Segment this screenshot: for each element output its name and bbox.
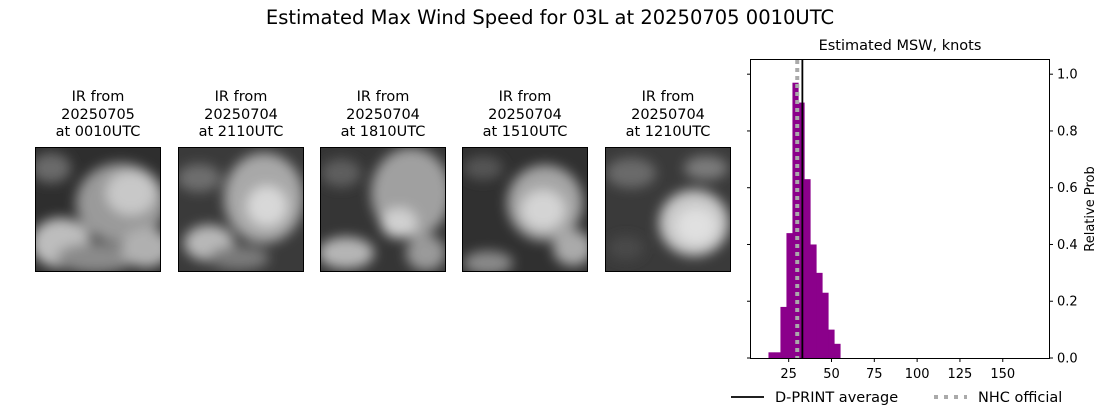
histogram-bar	[822, 292, 829, 358]
x-tick-label: 150	[990, 367, 1015, 382]
ir-caption-time: at 0010UTC	[55, 124, 141, 140]
histogram-bar	[810, 244, 817, 358]
x-tick-label: 75	[866, 367, 883, 382]
ir-caption-date: 20250704	[631, 106, 705, 123]
histogram-bar	[774, 352, 781, 358]
reference-lines	[795, 60, 804, 358]
histogram-bars	[768, 82, 841, 358]
x-tick-label: 50	[823, 367, 840, 382]
histogram-bar	[804, 179, 811, 358]
ir-caption-time: at 1810UTC	[340, 124, 426, 140]
y-tick-label: 0.0	[1057, 352, 1078, 367]
ir-panel-caption: IR from 20250704 at 1510UTC	[435, 89, 615, 142]
ir-satellite-image	[178, 147, 304, 272]
histogram-bar	[816, 272, 823, 358]
ir-satellite-image	[462, 147, 588, 272]
ir-caption-line1: IR from	[356, 89, 410, 105]
ir-panel-caption: IR from 20250705 at 0010UTC	[8, 89, 188, 142]
ir-panel-caption: IR from 20250704 at 1210UTC	[578, 89, 758, 142]
x-tick-label: 25	[780, 367, 797, 382]
y-tick-label: 0.8	[1057, 124, 1078, 139]
ir-panel-caption: IR from 20250704 at 2110UTC	[151, 89, 331, 142]
ir-caption-line1: IR from	[498, 89, 552, 105]
ir-caption-date: 20250704	[488, 106, 562, 123]
histogram-bar	[780, 306, 787, 358]
ir-caption-date: 20250704	[346, 106, 420, 123]
ir-caption-time: at 2110UTC	[198, 124, 284, 140]
y-tick-label: 0.4	[1057, 238, 1078, 253]
y-axis-ticks: 0.0 0.2 0.4 0.6 0.8 1.0	[747, 68, 1078, 367]
histogram-bar	[828, 329, 835, 358]
y-tick-label: 1.0	[1057, 68, 1078, 83]
ir-satellite-image	[605, 147, 731, 272]
histogram-bar	[834, 343, 841, 358]
ir-panel-caption: IR from 20250704 at 1810UTC	[293, 89, 473, 142]
x-tick-label: 100	[905, 367, 930, 382]
plot-frame	[750, 59, 1050, 359]
y-axis-label: Relative Prob	[1083, 166, 1098, 251]
ir-caption-line1: IR from	[71, 89, 125, 105]
ir-satellite-image	[320, 147, 446, 272]
legend-label: D-PRINT average	[775, 390, 898, 406]
ir-caption-line1: IR from	[214, 89, 268, 105]
figure-title: Estimated Max Wind Speed for 03L at 2025…	[265, 6, 835, 29]
x-axis-ticks: 25 50 75 100 125 150	[780, 358, 1015, 382]
histogram-bar	[768, 352, 775, 358]
ir-satellite-image	[35, 147, 161, 272]
chart-legend: D-PRINT average NHC official	[731, 390, 1062, 406]
x-tick-label: 125	[948, 367, 973, 382]
histogram-bar	[786, 233, 793, 358]
ir-caption-time: at 1510UTC	[482, 124, 568, 140]
y-tick-label: 0.6	[1057, 181, 1078, 196]
ir-caption-line1: IR from	[641, 89, 695, 105]
legend-label: NHC official	[978, 390, 1062, 406]
chart-title: Estimated MSW, knots	[819, 38, 982, 54]
ir-caption-time: at 1210UTC	[625, 124, 711, 140]
ir-caption-date: 20250704	[204, 106, 278, 123]
y-tick-label: 0.2	[1057, 295, 1078, 310]
ir-caption-date: 20250705	[61, 106, 135, 123]
